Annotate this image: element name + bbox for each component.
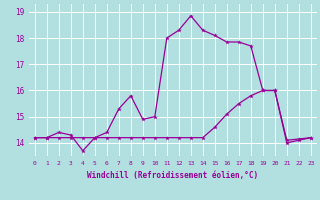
X-axis label: Windchill (Refroidissement éolien,°C): Windchill (Refroidissement éolien,°C) [87,171,258,180]
